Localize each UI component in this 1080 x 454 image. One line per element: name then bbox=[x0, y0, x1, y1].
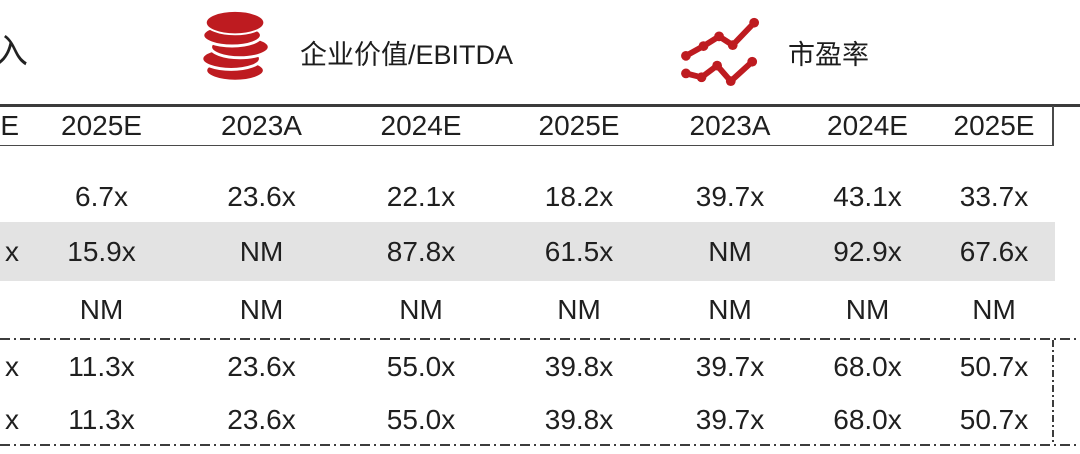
header-cell: 2023A bbox=[689, 110, 771, 141]
cell: NM bbox=[708, 294, 752, 325]
header-cell: 2025E bbox=[61, 110, 142, 141]
cell: 39.8x bbox=[544, 404, 614, 435]
summary-box-right-dashed-border bbox=[1052, 340, 1054, 444]
cell: NM bbox=[239, 294, 284, 325]
cell: 68.0x bbox=[833, 404, 902, 435]
cell: NM bbox=[79, 294, 124, 325]
cell: 39.7x bbox=[695, 181, 765, 212]
cell: 15.9x bbox=[67, 235, 136, 267]
header-cell: 2024E bbox=[380, 110, 462, 141]
cell: NM bbox=[239, 235, 284, 267]
header-cell: 2023A bbox=[221, 110, 302, 141]
cell: 23.6x bbox=[227, 404, 296, 435]
ev-ebitda-label: 企业价值/EBITDA bbox=[300, 40, 514, 70]
cell bbox=[0, 146, 22, 222]
comps-table: E 2025E 2023A 2024E 2025E 2023A 2024E 20… bbox=[0, 106, 1055, 446]
cell: NM bbox=[972, 294, 1016, 325]
cell: NM bbox=[557, 294, 601, 325]
header-right-border bbox=[1052, 106, 1054, 145]
table-row-highlighted: x 15.9x NM 87.8x 61.5x NM 92.9x 67.6x bbox=[0, 222, 1055, 281]
cell bbox=[0, 281, 22, 339]
cell: 50.7x bbox=[959, 350, 1029, 382]
table-row: NM NM NM NM NM NM NM bbox=[0, 281, 1055, 339]
cell: x bbox=[5, 350, 19, 382]
table-top-border bbox=[0, 104, 1080, 107]
summary-row: x 11.3x 23.6x 55.0x 39.8x 39.7x 68.0x 50… bbox=[0, 339, 1055, 394]
cell: 6.7x bbox=[75, 181, 128, 212]
cell: NM bbox=[399, 294, 443, 325]
line-chart-icon bbox=[681, 17, 760, 87]
cell: 39.7x bbox=[695, 404, 765, 435]
summary-box-top-dashdot-border bbox=[0, 338, 1080, 340]
cell: 87.8x bbox=[386, 235, 456, 267]
cell: 61.5x bbox=[544, 235, 614, 267]
header-bottom-border bbox=[0, 144, 1054, 147]
cell: 68.0x bbox=[833, 350, 902, 382]
cell: 39.7x bbox=[695, 350, 765, 382]
cell: 11.3x bbox=[68, 350, 135, 382]
coins-icon bbox=[200, 9, 271, 83]
pe-ratio-label: 市盈率 bbox=[788, 40, 869, 70]
cell: 67.6x bbox=[959, 235, 1029, 267]
cell: 23.6x bbox=[227, 181, 296, 212]
cell: 92.9x bbox=[833, 235, 902, 267]
cell: 39.8x bbox=[544, 350, 614, 382]
cell: 23.6x bbox=[227, 350, 296, 382]
cell: x bbox=[5, 235, 19, 267]
cell: NM bbox=[845, 294, 890, 325]
summary-box-bottom-dashdot-border bbox=[0, 443, 1080, 446]
cell: 11.3x bbox=[68, 404, 135, 435]
cell: NM bbox=[708, 235, 752, 267]
cell: x bbox=[5, 404, 19, 435]
header-cell: E bbox=[0, 110, 19, 141]
cell: 55.0x bbox=[386, 404, 456, 435]
cell: 33.7x bbox=[959, 181, 1029, 212]
cell: 18.2x bbox=[544, 181, 614, 212]
table-header-row: E 2025E 2023A 2024E 2025E 2023A 2024E 20… bbox=[0, 106, 1055, 146]
cell: 55.0x bbox=[386, 350, 456, 382]
cell: 50.7x bbox=[959, 404, 1029, 435]
summary-row: x 11.3x 23.6x 55.0x 39.8x 39.7x 68.0x 50… bbox=[0, 394, 1055, 446]
table-row: 6.7x 23.6x 22.1x 18.2x 39.7x 43.1x 33.7x bbox=[0, 146, 1055, 222]
cell: 22.1x bbox=[386, 181, 456, 212]
cell: 43.1x bbox=[833, 181, 902, 212]
header-cell: 2025E bbox=[538, 110, 620, 141]
revenue-label-fragment: 入 bbox=[0, 33, 28, 71]
header-cell: 2024E bbox=[827, 110, 908, 141]
header-cell: 2025E bbox=[953, 110, 1035, 141]
